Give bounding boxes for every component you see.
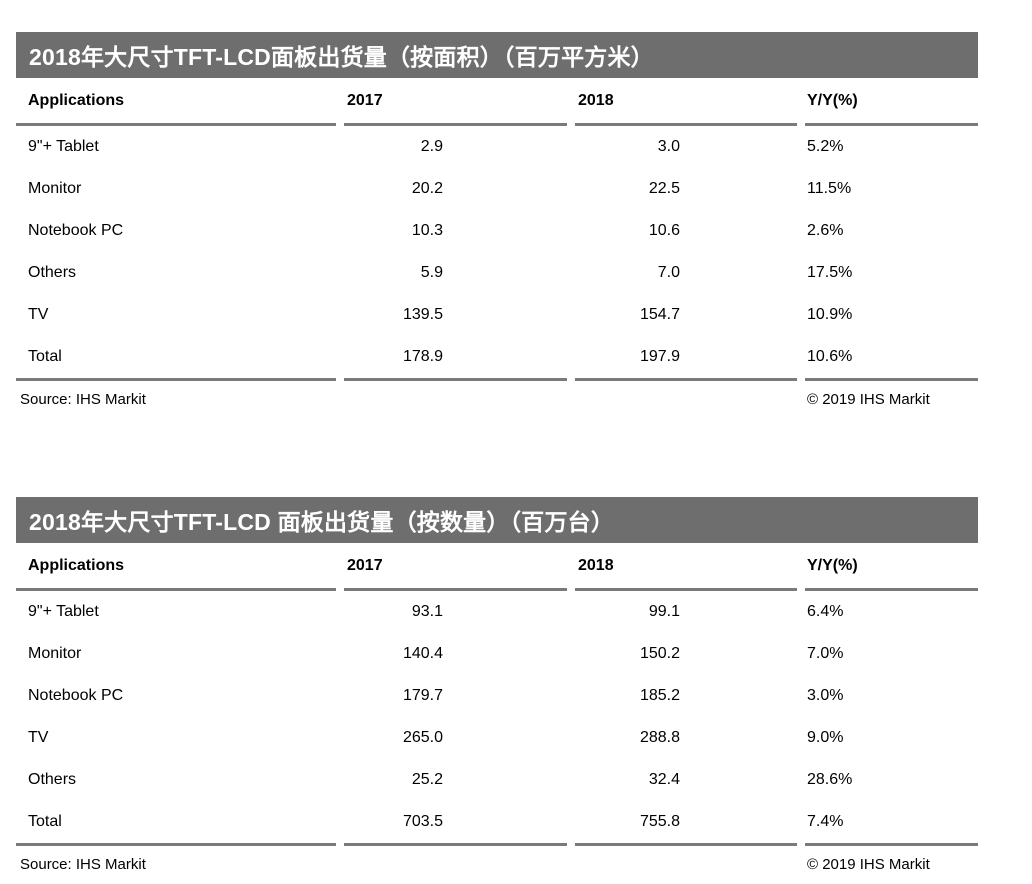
table-shipments-by-units: 2018年大尺寸TFT-LCD 面板出货量（按数量）（百万台） Applicat… (16, 497, 978, 880)
column-header-2018: 2018 (575, 543, 797, 591)
column-header-yy-percent: Y/Y(%) (805, 543, 978, 591)
cell-2018-value: 22.5 (648, 180, 680, 197)
table-row: Monitor 140.4 150.2 7.0% (16, 633, 978, 675)
cell-2017-value: 179.7 (402, 687, 443, 704)
cell-2018-value: 755.8 (639, 813, 680, 830)
footer-spacer (575, 846, 797, 880)
table-row: Notebook PC 10.3 10.6 2.6% (16, 210, 978, 252)
rule-segment (805, 378, 978, 381)
table-row: 9"+ Tablet 2.9 3.0 5.2% (16, 126, 978, 168)
table-header-row: Applications 2017 2018 Y/Y(%) (16, 543, 978, 591)
cell-2017-value: 140.4 (402, 645, 443, 662)
cell-yy-percent: 10.6% (807, 348, 853, 365)
cell-application: TV (28, 729, 49, 746)
cell-application: 9"+ Tablet (28, 138, 99, 155)
cell-2018-value: 185.2 (639, 687, 680, 704)
table-footer: Source: IHS Markit © 2019 IHS Markit (16, 846, 978, 880)
column-header-yy-percent: Y/Y(%) (805, 78, 978, 126)
table-row: Others 5.9 7.0 17.5% (16, 252, 978, 294)
cell-2018-value: 197.9 (639, 348, 680, 365)
footer-spacer (344, 381, 567, 415)
cell-2018-value: 154.7 (639, 306, 680, 323)
rule-segment (16, 378, 336, 381)
table-header-row: Applications 2017 2018 Y/Y(%) (16, 78, 978, 126)
table-row: Total 703.5 755.8 7.4% (16, 801, 978, 843)
cell-yy-percent: 7.4% (807, 813, 844, 830)
cell-2017-value: 265.0 (402, 729, 443, 746)
cell-2017-value: 20.2 (411, 180, 443, 197)
copyright-label: © 2019 IHS Markit (807, 856, 930, 873)
cell-2018-value: 150.2 (639, 645, 680, 662)
cell-yy-percent: 17.5% (807, 264, 853, 281)
cell-application: Total (28, 813, 62, 830)
table-row: Notebook PC 179.7 185.2 3.0% (16, 675, 978, 717)
footer-spacer (575, 381, 797, 415)
column-header-2017: 2017 (344, 543, 567, 591)
cell-2017-value: 178.9 (402, 348, 443, 365)
cell-2017-value: 703.5 (402, 813, 443, 830)
column-header-2017: 2017 (344, 78, 567, 126)
table-title: 2018年大尺寸TFT-LCD面板出货量（按面积）（百万平方米） (29, 44, 654, 70)
cell-application: Notebook PC (28, 222, 124, 239)
cell-2018-value: 288.8 (639, 729, 680, 746)
cell-yy-percent: 2.6% (807, 222, 844, 239)
table-body: 9"+ Tablet 2.9 3.0 5.2% Monitor 20.2 22.5 11.5%… (16, 126, 978, 378)
column-header-applications: Applications (16, 78, 336, 126)
cell-2017-value: 5.9 (420, 264, 443, 281)
cell-application: Others (28, 264, 77, 281)
column-header-2018: 2018 (575, 78, 797, 126)
footer-spacer (344, 846, 567, 880)
column-header-applications: Applications (16, 543, 336, 591)
rule-segment (575, 378, 797, 381)
cell-2017-value: 93.1 (411, 603, 443, 620)
cell-yy-percent: 5.2% (807, 138, 844, 155)
cell-2018-value: 7.0 (657, 264, 680, 281)
cell-2017-value: 10.3 (411, 222, 443, 239)
rule-segment (344, 843, 567, 846)
cell-yy-percent: 3.0% (807, 687, 844, 704)
cell-yy-percent: 9.0% (807, 729, 844, 746)
cell-yy-percent: 28.6% (807, 771, 853, 788)
cell-application: Monitor (28, 180, 82, 197)
table-row: TV 139.5 154.7 10.9% (16, 294, 978, 336)
cell-application: Notebook PC (28, 687, 124, 704)
cell-application: Others (28, 771, 77, 788)
table-footer: Source: IHS Markit © 2019 IHS Markit (16, 381, 978, 415)
table-shipments-by-area: 2018年大尺寸TFT-LCD面板出货量（按面积）（百万平方米） Applica… (16, 32, 978, 415)
cell-2018-value: 3.0 (657, 138, 680, 155)
table-bottom-rule (16, 378, 978, 381)
rule-segment (16, 843, 336, 846)
table-row: Total 178.9 197.9 10.6% (16, 336, 978, 378)
table-row: 9"+ Tablet 93.1 99.1 6.4% (16, 591, 978, 633)
source-label: Source: IHS Markit (20, 391, 146, 408)
cell-2018-value: 32.4 (648, 771, 680, 788)
cell-application: 9"+ Tablet (28, 603, 99, 620)
cell-2017-value: 25.2 (411, 771, 443, 788)
cell-2017-value: 2.9 (420, 138, 443, 155)
table-body: 9"+ Tablet 93.1 99.1 6.4% Monitor 140.4 150.2 7… (16, 591, 978, 843)
rule-segment (575, 843, 797, 846)
copyright-label: © 2019 IHS Markit (807, 391, 930, 408)
table-row: TV 265.0 288.8 9.0% (16, 717, 978, 759)
table-title: 2018年大尺寸TFT-LCD 面板出货量（按数量）（百万台） (29, 509, 615, 535)
cell-yy-percent: 7.0% (807, 645, 844, 662)
rule-segment (805, 843, 978, 846)
cell-2018-value: 99.1 (648, 603, 680, 620)
table-title-bar: 2018年大尺寸TFT-LCD 面板出货量（按数量）（百万台） (16, 497, 978, 543)
table-title-bar: 2018年大尺寸TFT-LCD面板出货量（按面积）（百万平方米） (16, 32, 978, 78)
cell-application: TV (28, 306, 49, 323)
cell-yy-percent: 11.5% (807, 180, 852, 197)
cell-2017-value: 139.5 (402, 306, 443, 323)
rule-segment (344, 378, 567, 381)
table-row: Others 25.2 32.4 28.6% (16, 759, 978, 801)
table-row: Monitor 20.2 22.5 11.5% (16, 168, 978, 210)
cell-2018-value: 10.6 (648, 222, 680, 239)
table-bottom-rule (16, 843, 978, 846)
cell-yy-percent: 10.9% (807, 306, 853, 323)
cell-application: Monitor (28, 645, 82, 662)
cell-yy-percent: 6.4% (807, 603, 844, 620)
cell-application: Total (28, 348, 62, 365)
source-label: Source: IHS Markit (20, 856, 146, 873)
